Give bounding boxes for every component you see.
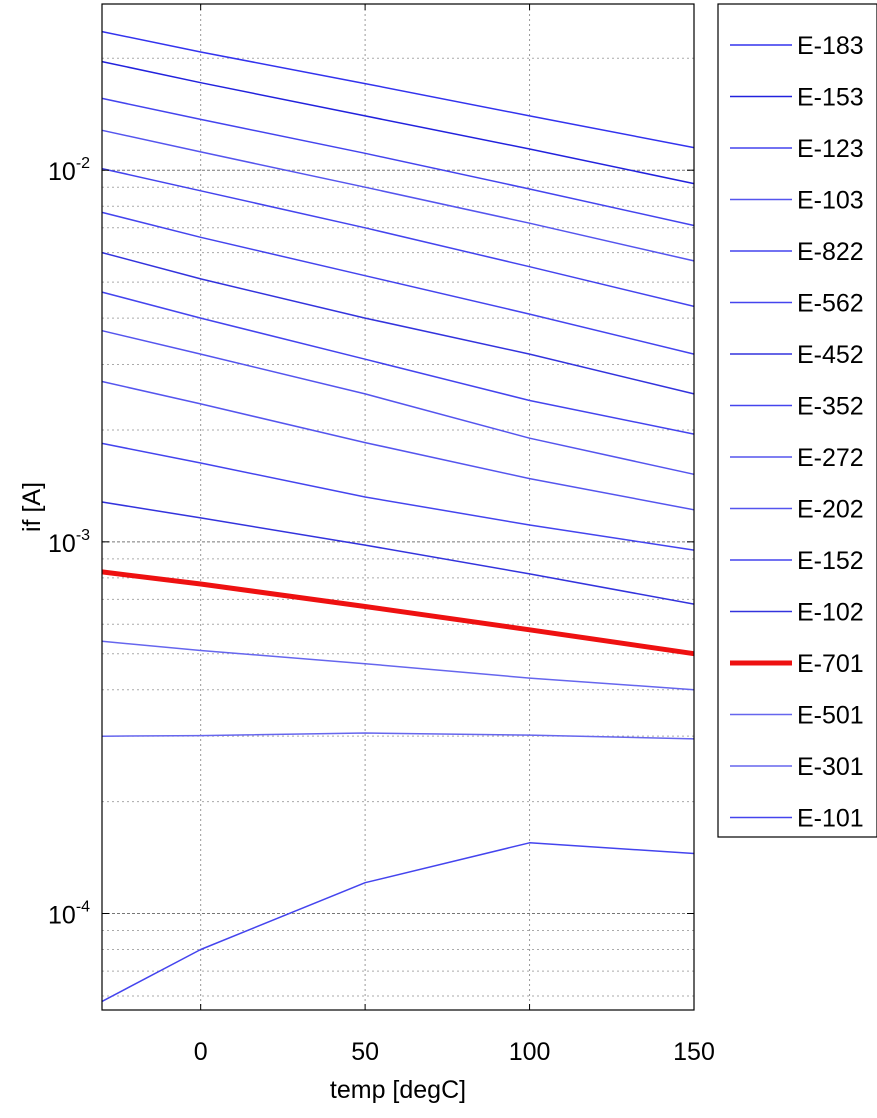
series-line-e-123 [101,97,695,227]
series-line-e-153 [101,60,695,185]
series-line-e-701 [101,569,695,657]
legend-label: E-452 [797,341,864,369]
legend-label: E-153 [797,84,864,112]
series-line-e-152 [101,442,695,551]
series-line-e-352 [101,291,695,435]
legend-label: E-701 [797,650,864,678]
series-line-e-501 [101,640,695,691]
legend-label: E-123 [797,135,864,163]
legend-label: E-352 [797,393,864,421]
legend-label: E-202 [797,496,864,524]
series-layer [101,30,695,1003]
y-tick-label: 10-3 [48,527,90,558]
legend-label: E-183 [797,32,864,60]
y-tick-label: 10-2 [48,155,90,186]
x-tick-label: 100 [509,1038,551,1066]
y-axis-label: if [A] [18,482,46,532]
x-axis-label: temp [degC] [330,1076,466,1104]
series-line-e-822 [101,167,695,308]
grid [102,4,694,1010]
ticks: 0 50 100 150 10-4 10-3 10-2 [48,4,715,1066]
series-line-e-272 [101,329,695,476]
legend: E-183 E-153 E-123 E-103 E-822 E-562 E-452 E-352… [717,3,877,838]
series-line-e-101 [101,842,695,1003]
legend-box [717,3,877,838]
legend-label: E-562 [797,290,864,318]
legend-label: E-152 [797,547,864,575]
series-line-e-301 [101,732,695,740]
x-tick-label: 0 [194,1038,208,1066]
series-line-e-452 [101,251,695,395]
y-tick-label: 10-4 [48,899,90,930]
series-line-e-202 [101,380,695,511]
series-line-e-102 [101,501,695,605]
legend-label: E-101 [797,805,864,833]
series-line-e-562 [101,211,695,355]
legend-label: E-822 [797,238,864,266]
legend-label: E-501 [797,702,864,730]
legend-label: E-301 [797,753,864,781]
legend-label: E-272 [797,444,864,472]
x-tick-label: 150 [673,1038,715,1066]
legend-label: E-102 [797,599,864,627]
series-line-e-183 [101,30,695,149]
plot-background [102,4,694,1010]
series-line-e-103 [101,129,695,262]
x-tick-label: 50 [351,1038,379,1066]
legend-label: E-103 [797,187,864,215]
plot-frame [101,3,695,1011]
